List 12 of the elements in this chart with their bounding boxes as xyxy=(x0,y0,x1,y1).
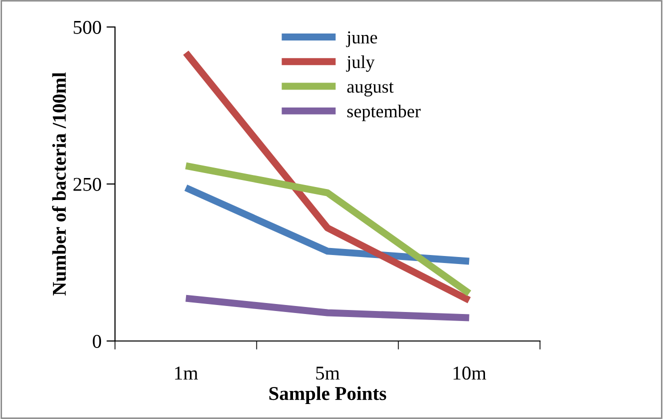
legend-label: september xyxy=(347,104,421,122)
x-axis-title: Sample Points xyxy=(269,386,386,404)
y-tick-label: 0 xyxy=(92,334,102,348)
x-tick-label: 10m xyxy=(454,366,486,380)
x-tick-label: 5m xyxy=(316,366,340,380)
y-axis-title: Number of bacteria /100ml xyxy=(52,72,66,296)
legend-label: june xyxy=(346,31,378,48)
y-tick-label: 500 xyxy=(74,20,102,34)
legend-label: july xyxy=(346,55,375,72)
legend-label: august xyxy=(347,82,394,96)
x-tick-label: 1m xyxy=(175,366,198,380)
y-tick-label: 250 xyxy=(73,178,102,191)
